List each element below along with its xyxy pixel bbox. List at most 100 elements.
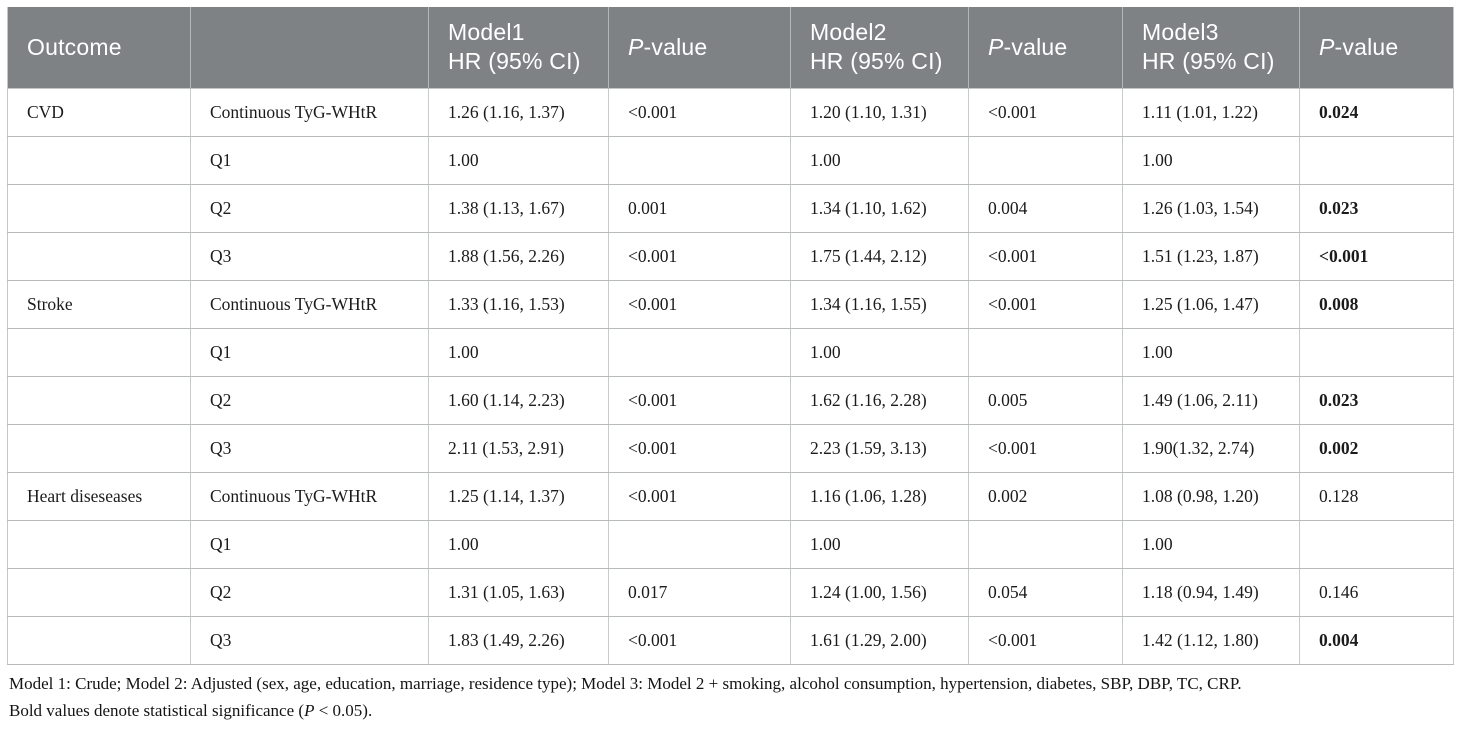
cell-model3-pvalue: 0.004 [1299, 616, 1454, 665]
footnote-bold-significance: Bold values denote statistical significa… [9, 697, 1453, 724]
cell-model3-pvalue: 0.023 [1299, 184, 1454, 233]
cell-model2-hr: 1.62 (1.16, 2.28) [790, 376, 969, 425]
cell-variable: Continuous TyG-WHtR [190, 472, 429, 521]
cell-model1-hr: 1.00 [428, 136, 609, 185]
cell-outcome: Heart diseseases [7, 472, 191, 521]
footnote-p-italic: P [304, 700, 315, 720]
cell-model1-pvalue [608, 328, 791, 377]
cell-model1-pvalue: <0.001 [608, 87, 791, 137]
cell-model2-hr: 1.24 (1.00, 1.56) [790, 568, 969, 617]
pvalue-rest: -value [1003, 33, 1068, 60]
cell-model3-hr: 1.00 [1122, 520, 1300, 569]
cell-model2-pvalue: 0.054 [968, 568, 1123, 617]
table-row: Q3 1.88 (1.56, 2.26) <0.001 1.75 (1.44, … [7, 232, 1454, 281]
cell-variable: Q2 [190, 568, 429, 617]
cell-model2-pvalue: 0.004 [968, 184, 1123, 233]
cell-variable: Q1 [190, 328, 429, 377]
cell-model1-pvalue: <0.001 [608, 472, 791, 521]
cell-variable: Q3 [190, 616, 429, 665]
cell-outcome [7, 424, 191, 473]
table-body: CVD Continuous TyG-WHtR 1.26 (1.16, 1.37… [7, 87, 1454, 665]
cell-model2-hr: 1.00 [790, 328, 969, 377]
pvalue-p-italic: P [988, 33, 1004, 60]
cell-model2-pvalue: <0.001 [968, 424, 1123, 473]
footnote-models: Model 1: Crude; Model 2: Adjusted (sex, … [9, 673, 1242, 693]
col-header-pvalue-2: P-value [968, 7, 1123, 88]
cell-model3-hr: 1.25 (1.06, 1.47) [1122, 280, 1300, 329]
cell-model3-pvalue [1299, 136, 1454, 185]
cell-model1-hr: 1.88 (1.56, 2.26) [428, 232, 609, 281]
cell-model1-pvalue: <0.001 [608, 424, 791, 473]
cell-model3-pvalue: 0.002 [1299, 424, 1454, 473]
cell-model3-pvalue: 0.128 [1299, 472, 1454, 521]
cell-model2-pvalue [968, 328, 1123, 377]
cell-model2-hr: 1.16 (1.06, 1.28) [790, 472, 969, 521]
cell-model1-pvalue [608, 136, 791, 185]
cell-model2-hr: 1.34 (1.10, 1.62) [790, 184, 969, 233]
cell-model3-hr: 1.49 (1.06, 2.11) [1122, 376, 1300, 425]
header-row: Outcome Model1 HR (95% CI) P-value Model… [7, 7, 1454, 88]
cell-model3-hr: 1.00 [1122, 328, 1300, 377]
cell-model1-hr: 1.38 (1.13, 1.67) [428, 184, 609, 233]
cell-outcome [7, 376, 191, 425]
pvalue-rest: -value [1334, 33, 1399, 60]
cell-model3-pvalue: 0.146 [1299, 568, 1454, 617]
table-header: Outcome Model1 HR (95% CI) P-value Model… [7, 7, 1454, 88]
cell-model2-pvalue [968, 136, 1123, 185]
cell-model1-pvalue: 0.001 [608, 184, 791, 233]
table-row: Q3 2.11 (1.53, 2.91) <0.001 2.23 (1.59, … [7, 424, 1454, 473]
table-row: Q3 1.83 (1.49, 2.26) <0.001 1.61 (1.29, … [7, 616, 1454, 665]
cell-model3-hr: 1.90(1.32, 2.74) [1122, 424, 1300, 473]
col-header-outcome: Outcome [7, 7, 191, 88]
cell-model1-hr: 1.31 (1.05, 1.63) [428, 568, 609, 617]
cell-model1-hr: 2.11 (1.53, 2.91) [428, 424, 609, 473]
cell-model1-hr: 1.00 [428, 520, 609, 569]
table-footnotes: Model 1: Crude; Model 2: Adjusted (sex, … [7, 670, 1453, 724]
cell-model2-pvalue [968, 520, 1123, 569]
col-header-model3: Model3 HR (95% CI) [1122, 7, 1300, 88]
cell-variable: Q3 [190, 424, 429, 473]
pvalue-p-italic: P [1319, 33, 1335, 60]
col-header-model3-name: Model3 [1142, 19, 1219, 46]
cell-model1-hr: 1.00 [428, 328, 609, 377]
cell-model1-pvalue: 0.017 [608, 568, 791, 617]
table-row: Q2 1.38 (1.13, 1.67) 0.001 1.34 (1.10, 1… [7, 184, 1454, 233]
cell-model2-hr: 2.23 (1.59, 3.13) [790, 424, 969, 473]
cell-variable: Continuous TyG-WHtR [190, 280, 429, 329]
cell-model2-pvalue: <0.001 [968, 232, 1123, 281]
cell-outcome [7, 136, 191, 185]
cell-outcome [7, 328, 191, 377]
cell-model3-hr: 1.18 (0.94, 1.49) [1122, 568, 1300, 617]
cell-model3-hr: 1.11 (1.01, 1.22) [1122, 87, 1300, 137]
cell-variable: Q2 [190, 376, 429, 425]
cell-model3-pvalue [1299, 520, 1454, 569]
col-header-model3-hr: HR (95% CI) [1142, 48, 1275, 75]
cell-model1-hr: 1.33 (1.16, 1.53) [428, 280, 609, 329]
cell-model1-pvalue: <0.001 [608, 376, 791, 425]
cell-model2-pvalue: <0.001 [968, 616, 1123, 665]
footnote-bold-prefix: Bold values denote statistical significa… [9, 700, 305, 720]
cell-model3-pvalue: 0.008 [1299, 280, 1454, 329]
cell-model3-hr: 1.08 (0.98, 1.20) [1122, 472, 1300, 521]
cell-model3-hr: 1.00 [1122, 136, 1300, 185]
table-row: Q1 1.00 1.00 1.00 [7, 328, 1454, 377]
cell-model1-hr: 1.83 (1.49, 2.26) [428, 616, 609, 665]
col-header-model1-hr: HR (95% CI) [448, 48, 581, 75]
cell-model2-pvalue: <0.001 [968, 87, 1123, 137]
table-row: Q1 1.00 1.00 1.00 [7, 520, 1454, 569]
results-table: Outcome Model1 HR (95% CI) P-value Model… [7, 7, 1454, 665]
table-row: Q2 1.31 (1.05, 1.63) 0.017 1.24 (1.00, 1… [7, 568, 1454, 617]
cell-outcome [7, 184, 191, 233]
cell-model3-hr: 1.51 (1.23, 1.87) [1122, 232, 1300, 281]
pvalue-rest: -value [643, 33, 708, 60]
cell-model2-hr: 1.75 (1.44, 2.12) [790, 232, 969, 281]
table-row: Heart diseseases Continuous TyG-WHtR 1.2… [7, 472, 1454, 521]
cell-model2-hr: 1.20 (1.10, 1.31) [790, 87, 969, 137]
table-row: CVD Continuous TyG-WHtR 1.26 (1.16, 1.37… [7, 87, 1454, 137]
table-row: Q2 1.60 (1.14, 2.23) <0.001 1.62 (1.16, … [7, 376, 1454, 425]
table-row: Q1 1.00 1.00 1.00 [7, 136, 1454, 185]
cell-outcome [7, 568, 191, 617]
table-row: Stroke Continuous TyG-WHtR 1.33 (1.16, 1… [7, 280, 1454, 329]
cell-outcome [7, 520, 191, 569]
